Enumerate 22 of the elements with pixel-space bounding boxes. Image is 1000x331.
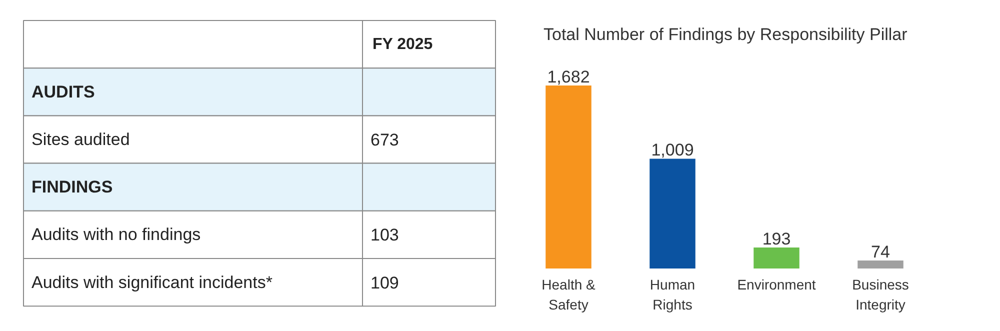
data-label: 74 [871, 242, 890, 262]
x-tick-label: Business Integrity [852, 276, 909, 312]
category-label: Audits with significant incidents* [32, 272, 273, 292]
bar [546, 86, 592, 268]
chart-title: Total Number of Findings by Responsibility Pillar [544, 25, 908, 44]
data-label: 1,682 [547, 68, 590, 86]
category-label: AUDITS [32, 82, 95, 102]
x-tick-label: Environment [737, 276, 816, 292]
text: FY 2025 [372, 36, 433, 53]
data-label: 109 [370, 273, 399, 292]
x-tick-label: Human Rights [650, 276, 696, 312]
bar [858, 260, 904, 268]
category-label: Audits with no findings [32, 225, 201, 244]
data-label: 103 [370, 226, 399, 245]
bar [754, 248, 800, 268]
x-tick-label: Health & Safety [542, 276, 596, 312]
bar [650, 158, 696, 268]
category-label: FINDINGS [32, 178, 113, 197]
category-label: Sites audited [32, 130, 130, 149]
data-label: 1,009 [651, 140, 694, 160]
data-label: 193 [762, 230, 791, 248]
data-label: 673 [370, 130, 399, 150]
